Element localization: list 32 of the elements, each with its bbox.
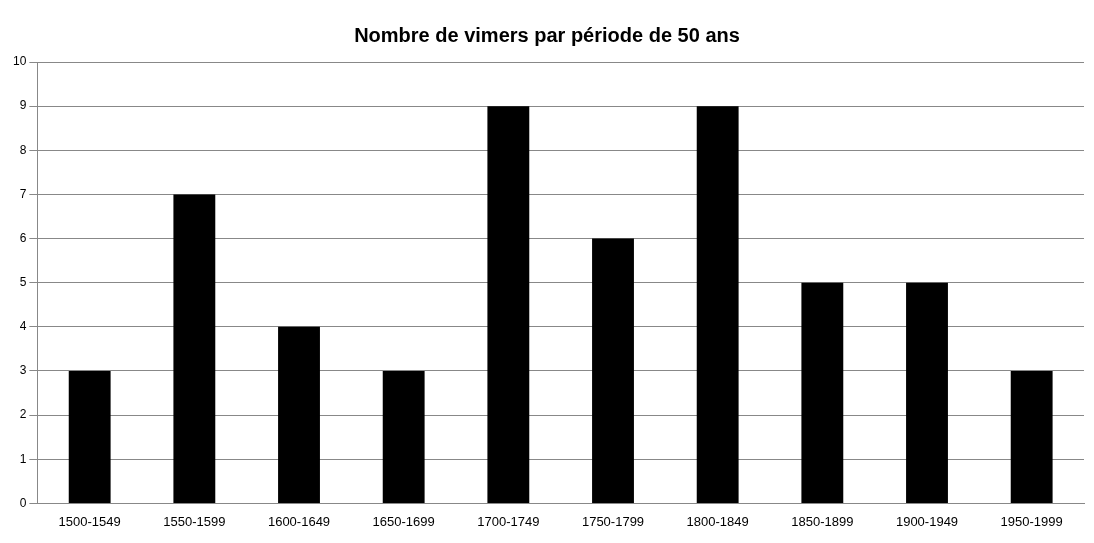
y-tick-label: 8 <box>19 142 27 157</box>
x-tick-label: 1600-1649 <box>267 513 331 529</box>
y-tick-label: 1 <box>19 451 27 466</box>
x-tick-label: 1900-1949 <box>895 513 959 529</box>
y-tick-label: 3 <box>19 363 27 378</box>
y-tick-label: 5 <box>19 275 27 290</box>
x-tick-label: 1550-1599 <box>163 513 226 529</box>
y-tick-label: 4 <box>19 319 27 334</box>
bar <box>801 282 844 503</box>
x-tick-label: 1750-1799 <box>581 513 645 529</box>
bar <box>906 282 948 503</box>
x-tick-label: 1850-1899 <box>791 513 854 529</box>
x-tick-label: 1500-1549 <box>58 513 121 529</box>
y-tick-label: 6 <box>19 230 27 245</box>
y-tick-label: 9 <box>19 98 27 113</box>
bar <box>1010 370 1053 503</box>
bar <box>592 238 634 503</box>
x-tick-label: 1650-1699 <box>372 513 435 529</box>
bar <box>487 106 530 503</box>
bar <box>278 326 320 503</box>
x-tick-label: 1800-1849 <box>686 513 749 529</box>
bar <box>382 370 425 503</box>
bar <box>68 370 111 503</box>
bar <box>696 106 739 503</box>
x-tick-label: 1700-1749 <box>477 513 540 529</box>
x-tick-label: 1950-1999 <box>1000 513 1063 529</box>
y-tick-label: 0 <box>19 495 27 510</box>
y-tick-label: 10 <box>12 54 27 69</box>
y-tick-label: 2 <box>19 407 27 422</box>
chart-title: Nombre de vimers par période de 50 ans <box>354 23 740 46</box>
y-tick-label: 7 <box>19 186 27 201</box>
bar <box>173 194 216 503</box>
